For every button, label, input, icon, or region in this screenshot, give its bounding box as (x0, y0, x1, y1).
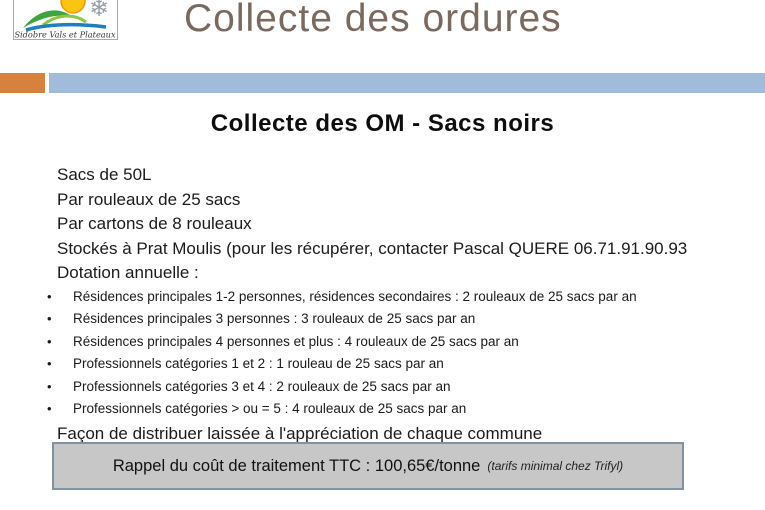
page-title: Collecte des ordures (184, 0, 562, 40)
body-line: Par rouleaux de 25 sacs (57, 189, 241, 209)
bullet-icon: • (47, 378, 52, 394)
bullet-text: Résidences principales 4 personnes et pl… (73, 333, 519, 349)
bullet-icon: • (47, 333, 52, 349)
logo: ❄ Sidobre Vals et Plateaux (13, 0, 118, 40)
bullet-item: • Résidences principales 3 personnes : 3… (47, 308, 757, 331)
hill-light-icon (42, 14, 87, 27)
bullet-item: • Résidences principales 4 personnes et … (47, 331, 757, 354)
accent-bar-blue (49, 73, 765, 93)
bullet-icon: • (47, 401, 52, 416)
cost-reminder-box: Rappel du coût de traitement TTC : 100,6… (52, 442, 684, 490)
hills-icon (23, 10, 73, 28)
bullet-text: Résidences principales 3 personnes : 3 r… (73, 311, 476, 326)
cost-main-text: Rappel du coût de traitement TTC : 100,6… (112, 456, 481, 475)
bullet-icon: • (47, 288, 52, 304)
bullet-text: Professionnels catégories 3 et 4 : 2 rou… (73, 378, 451, 394)
sun-icon (60, 0, 86, 14)
bullet-text: Professionnels catégories 1 et 2 : 1 rou… (73, 356, 444, 371)
section-heading: Collecte des OM - Sacs noirs (210, 110, 555, 137)
accent-bar-orange (0, 73, 45, 93)
bullet-icon: • (47, 356, 52, 371)
body-line: Sacs de 50L (57, 165, 152, 184)
body-line: Par cartons de 8 rouleaux (57, 214, 252, 233)
cost-note-text: (tarifs minimal chez Trifyl) (487, 459, 624, 473)
logo-text: Sidobre Vals et Plateaux (14, 30, 116, 40)
bullet-list: • Résidences principales 1-2 personnes, … (47, 286, 757, 421)
closing-line: Façon de distribuer laissée à l'apprécia… (57, 423, 543, 443)
snowflake-icon: ❄ (89, 0, 109, 22)
bullet-item: • Professionnels catégories > ou = 5 : 4… (47, 398, 757, 421)
body-line: Dotation annuelle : (57, 263, 199, 282)
bullet-icon: • (47, 311, 52, 326)
wave-icon (25, 22, 107, 32)
body-content: Sacs de 50L Par rouleaux de 25 sacs Par … (47, 163, 757, 446)
bullet-item: • Professionnels catégories 3 et 4 : 2 r… (47, 376, 757, 399)
body-line: Stockés à Prat Moulis (pour les récupére… (57, 238, 688, 258)
bullet-text: Résidences principales 1-2 personnes, ré… (73, 288, 637, 304)
bullet-text: Professionnels catégories > ou = 5 : 4 r… (73, 401, 467, 416)
bullet-item: • Professionnels catégories 1 et 2 : 1 r… (47, 353, 757, 376)
bullet-item: • Résidences principales 1-2 personnes, … (47, 286, 757, 309)
